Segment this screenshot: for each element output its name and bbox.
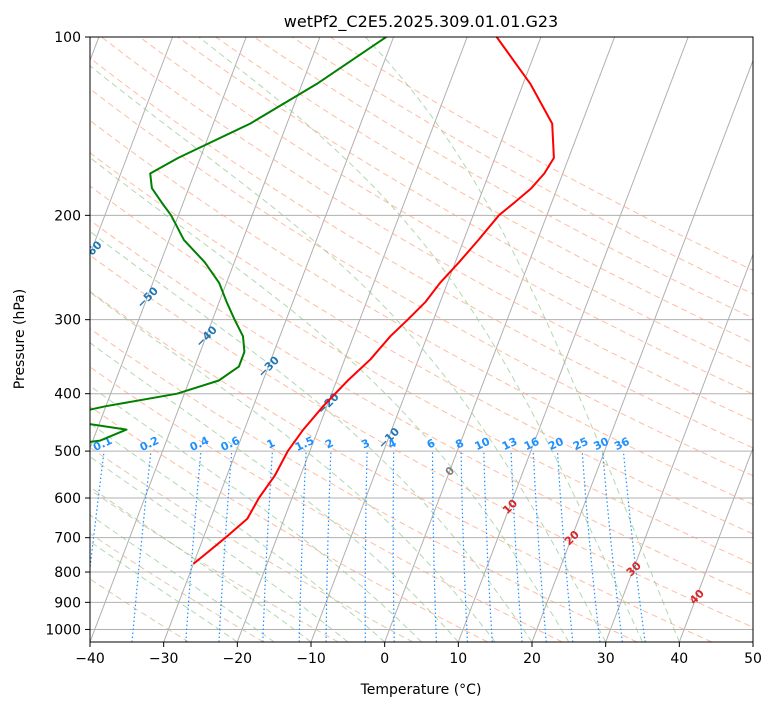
x-tick-label: 40 [670, 651, 688, 667]
moist-adiabat [90, 291, 496, 642]
skewed-isotherm [752, 640, 753, 642]
mixing-ratio-line [532, 451, 547, 642]
x-tick-label: 50 [744, 651, 762, 667]
dry-adiabat [253, 37, 753, 319]
y-tick-label: 400 [54, 387, 81, 403]
skewed-isotherm [310, 37, 542, 642]
y-tick-label: 200 [54, 208, 81, 224]
moist-adiabat [90, 385, 422, 642]
x-tick-label: −20 [223, 651, 253, 667]
moist-adiabat [90, 486, 312, 642]
x-tick-label: −10 [296, 651, 326, 667]
mixing-ratio-line [622, 451, 646, 642]
temperature-line [192, 37, 555, 565]
plot-background [90, 37, 753, 642]
skewed-isotherm [90, 37, 321, 642]
mixing-ratio-label: 36 [612, 435, 632, 453]
mixing-ratio-line [185, 451, 202, 642]
y-axis: 100 200 300 400 500 600 700 800 900 1000 [45, 30, 90, 638]
dry-adiabat [90, 119, 753, 506]
x-tick-label: 30 [597, 651, 615, 667]
x-tick-label: −30 [149, 651, 179, 667]
dry-adiabat [177, 37, 753, 369]
mixing-ratio-line [131, 451, 152, 642]
y-tick-label: 300 [54, 313, 81, 329]
x-tick-label: 0 [380, 651, 389, 667]
chart-title: wetPf2_C2E5.2025.309.01.01.G23 [284, 12, 558, 32]
mixing-ratio-label: 10 [473, 435, 493, 453]
background-lines [90, 37, 753, 642]
mixing-ratio-line [581, 451, 601, 642]
y-tick-label: 900 [54, 595, 81, 611]
mixing-ratio-line [602, 451, 623, 642]
y-tick-label: 700 [54, 531, 81, 547]
moist-adiabat [364, 37, 680, 642]
moist-adiabat [90, 540, 238, 642]
mixing-ratio-label: 13 [500, 435, 519, 453]
skewed-isotherm [90, 37, 174, 256]
skewed-isotherm [457, 37, 689, 642]
skewed-isotherm [90, 37, 247, 450]
mixing-ratio-line [556, 451, 574, 642]
y-tick-label: 500 [54, 444, 81, 460]
skewed-isotherm [605, 252, 753, 642]
skewed-isotherm [163, 37, 395, 642]
mixing-ratio-label: 16 [522, 435, 542, 453]
dry-adiabat [90, 405, 488, 642]
x-tick-label: 20 [523, 651, 541, 667]
moist-adiabat [90, 342, 459, 642]
y-tick-label: 600 [54, 491, 81, 507]
dry-adiabat [291, 37, 753, 295]
mixing-ratio-line [90, 451, 105, 574]
mixing-ratio-label: 20 [546, 435, 566, 453]
mixing-ratio-labels: 0.1 0.2 0.4 0.6 1 1.5 2 3 4 6 8 10 13 16 20 25 30 36 [91, 434, 632, 454]
skewed-isotherm [236, 37, 468, 642]
y-tick-label: 1000 [45, 622, 81, 638]
moist-adiabat [90, 230, 533, 642]
moist-adiabat [90, 156, 570, 642]
dry-adiabat [90, 219, 753, 596]
y-axis-label: Pressure (hPa) [12, 289, 28, 389]
profile-series [90, 37, 555, 565]
dry-adiabat [90, 152, 753, 535]
y-tick-label: 800 [54, 565, 81, 581]
dry-adiabat [90, 532, 264, 642]
dry-adiabat [90, 254, 753, 628]
moist-adiabat [198, 37, 643, 642]
dry-adiabat [90, 366, 563, 642]
plot-frame [89, 36, 754, 643]
dry-adiabat [139, 37, 753, 395]
skewed-isotherm [531, 59, 753, 642]
mixing-ratio-label: 30 [592, 435, 612, 453]
x-axis: −40 −30 −20 −10 0 10 20 30 40 50 [75, 642, 762, 667]
skewed-isotherm [678, 446, 753, 642]
dry-adiabat [90, 290, 712, 642]
mixing-ratio-label: 25 [571, 435, 590, 453]
dry-adiabat [90, 88, 753, 477]
isotherm-label: −70 [23, 189, 50, 216]
dry-adiabat [90, 489, 339, 642]
moist-adiabat [90, 422, 386, 642]
x-axis-label: Temperature (°C) [360, 682, 482, 698]
x-tick-label: 10 [449, 651, 467, 667]
x-tick-label: −40 [75, 651, 105, 667]
dewpoint-line [90, 37, 387, 443]
y-tick-label: 100 [54, 30, 81, 46]
skewed-isotherm [384, 37, 616, 642]
